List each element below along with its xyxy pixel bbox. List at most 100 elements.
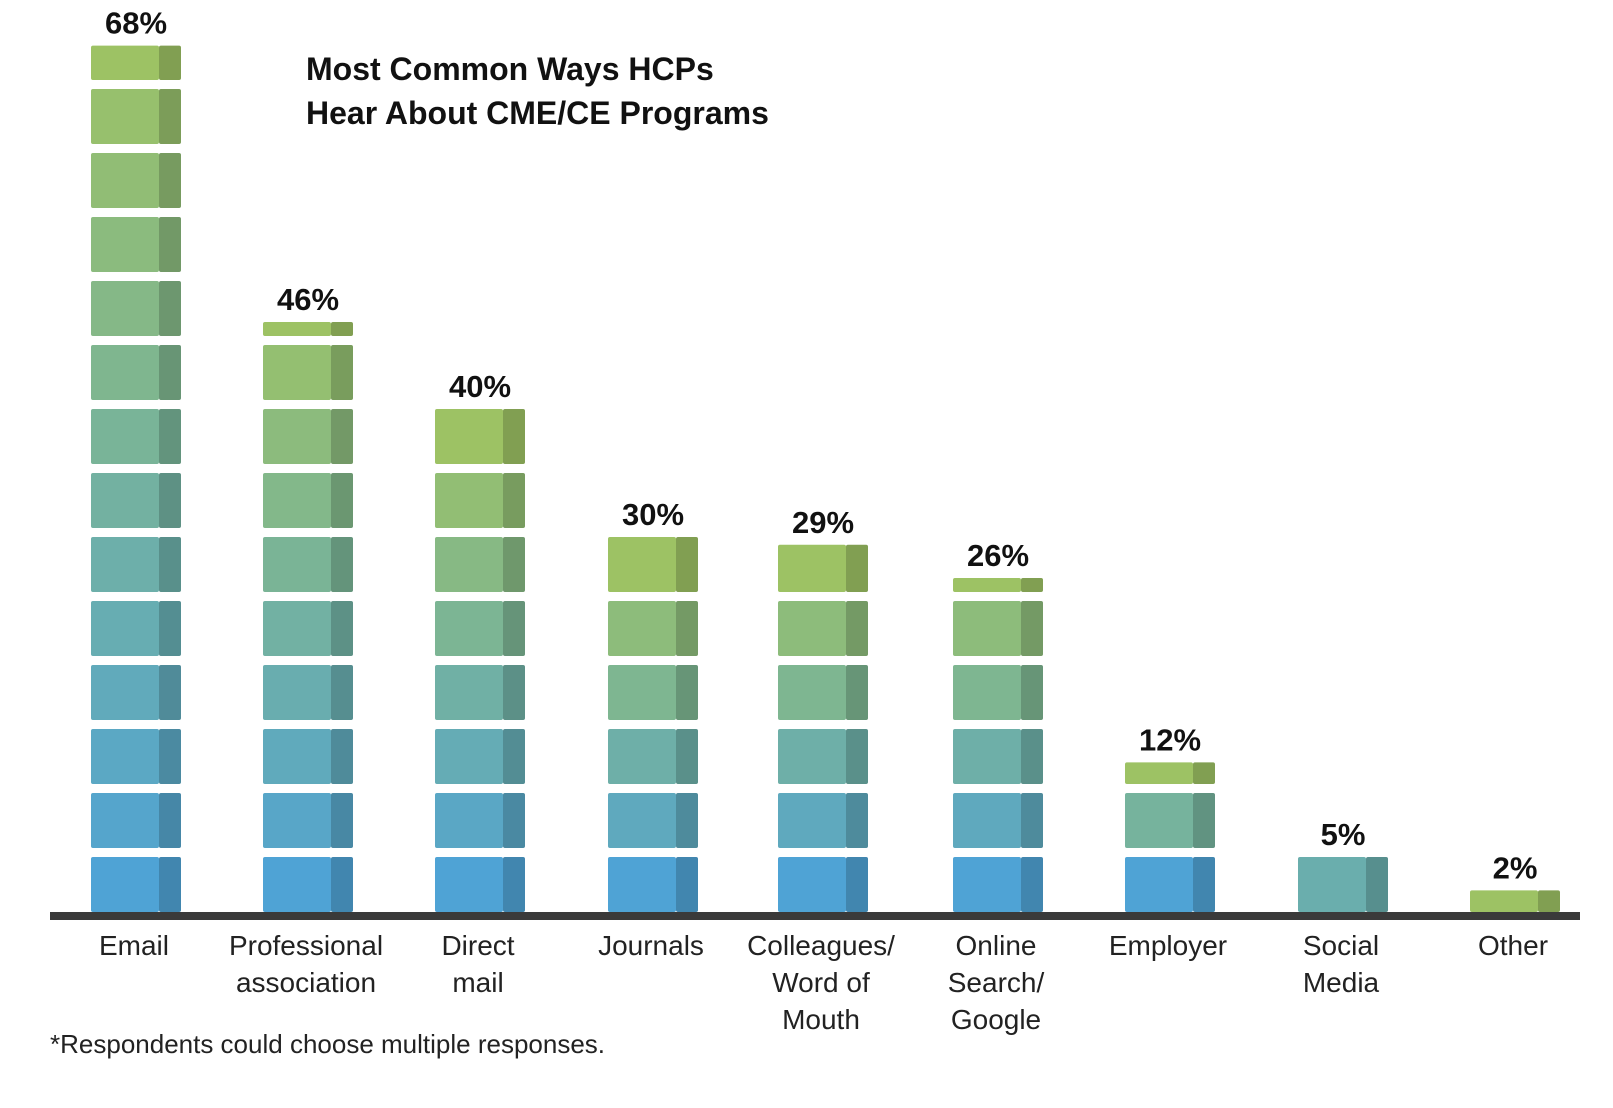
category-label: association xyxy=(236,967,376,998)
bar-segment-side xyxy=(331,345,353,400)
bar-segment-side xyxy=(846,544,868,592)
bar-segment-side xyxy=(331,601,353,656)
bar-segment-side xyxy=(676,793,698,848)
category-labels: Email Professional association Direct mail Jo… xyxy=(99,930,1548,1035)
bar-segment-side xyxy=(1021,857,1043,912)
category-label: Word of xyxy=(772,967,870,998)
bar-segment-side xyxy=(159,281,181,336)
bar-segment-side xyxy=(159,89,181,144)
bar-segment xyxy=(435,665,503,720)
bar-segment-side xyxy=(503,793,525,848)
bars xyxy=(91,45,1560,912)
bar-segment-side xyxy=(1193,762,1215,784)
bar-segment xyxy=(435,601,503,656)
bar-segment xyxy=(263,322,331,336)
bar-segment xyxy=(778,665,846,720)
category-label: Email xyxy=(99,930,169,961)
bar-segment-side xyxy=(331,409,353,464)
bar-segment-side xyxy=(676,537,698,592)
bar-segment xyxy=(953,578,1021,592)
category-label: Online xyxy=(956,930,1037,961)
bar-segment xyxy=(778,729,846,784)
bar-segment xyxy=(608,537,676,592)
bar-segment-side xyxy=(676,601,698,656)
bar-segment-side xyxy=(676,729,698,784)
value-label: 46% xyxy=(277,282,339,317)
bar-segment-side xyxy=(503,473,525,528)
value-label: 5% xyxy=(1321,817,1366,852)
bar-segment-side xyxy=(503,409,525,464)
bar-segment-side xyxy=(331,537,353,592)
bar-segment-side xyxy=(846,793,868,848)
bar-segment-side xyxy=(1021,601,1043,656)
bar-segment-side xyxy=(331,857,353,912)
category-label: Google xyxy=(951,1004,1041,1035)
bar-segment-side xyxy=(846,857,868,912)
value-label: 29% xyxy=(792,505,854,540)
bar-segment xyxy=(263,665,331,720)
bar-segment-side xyxy=(159,729,181,784)
bar-segment-side xyxy=(846,729,868,784)
bar-segment-side xyxy=(331,322,353,336)
bar-segment-side xyxy=(1366,857,1388,912)
bar-segment-side xyxy=(1021,578,1043,592)
bar-segment xyxy=(263,537,331,592)
bar-segment xyxy=(953,793,1021,848)
bar-segment xyxy=(608,665,676,720)
bar-segment xyxy=(953,665,1021,720)
bar-segment xyxy=(953,729,1021,784)
value-label: 12% xyxy=(1139,722,1201,757)
bar-segment-side xyxy=(159,537,181,592)
value-label: 2% xyxy=(1493,850,1538,885)
bar xyxy=(1298,857,1388,912)
bar-segment xyxy=(263,473,331,528)
bar-segment-side xyxy=(331,793,353,848)
category-label: Colleagues/ xyxy=(747,930,895,961)
value-label: 40% xyxy=(449,369,511,404)
bar-segment xyxy=(91,217,159,272)
bar xyxy=(1470,890,1560,912)
value-label: 26% xyxy=(967,538,1029,573)
bar-segment xyxy=(1125,857,1193,912)
bar xyxy=(608,537,698,912)
bar-segment xyxy=(263,729,331,784)
bar-segment xyxy=(608,857,676,912)
category-label: Social xyxy=(1303,930,1379,961)
bar-segment xyxy=(263,857,331,912)
category-label: Professional xyxy=(229,930,383,961)
value-labels: 68% 46% 40% 30% 29% 26% 12% 5% 2% xyxy=(105,6,1537,886)
bar-segment xyxy=(263,793,331,848)
bar xyxy=(953,578,1043,912)
chart-title: Most Common Ways HCPs Hear About CME/CE P… xyxy=(306,51,769,131)
bar-segment xyxy=(91,665,159,720)
bar-segment-side xyxy=(846,665,868,720)
x-axis-baseline xyxy=(50,912,1580,920)
bar xyxy=(263,322,353,912)
bar-segment xyxy=(435,409,503,464)
category-label: Media xyxy=(1303,967,1380,998)
bar-segment-side xyxy=(1193,857,1215,912)
bar-segment-side xyxy=(846,601,868,656)
bar-segment-side xyxy=(331,729,353,784)
bar-segment-side xyxy=(503,729,525,784)
category-label: mail xyxy=(452,967,503,998)
bar-segment xyxy=(778,601,846,656)
bar-segment xyxy=(91,281,159,336)
bar-segment-side xyxy=(676,665,698,720)
bar-segment xyxy=(778,793,846,848)
bar-segment-side xyxy=(503,857,525,912)
bar-segment xyxy=(91,857,159,912)
category-label: Other xyxy=(1478,930,1548,961)
chart-title-line: Hear About CME/CE Programs xyxy=(306,95,769,131)
bar-segment-side xyxy=(159,409,181,464)
bar-segment xyxy=(91,45,159,80)
footnote: *Respondents could choose multiple respo… xyxy=(50,1029,605,1059)
category-label: Employer xyxy=(1109,930,1227,961)
bar-segment xyxy=(435,793,503,848)
bar-segment-side xyxy=(159,45,181,80)
bar-segment xyxy=(91,537,159,592)
bar-segment-side xyxy=(1538,890,1560,912)
bar-segment-side xyxy=(159,793,181,848)
bar-segment xyxy=(91,793,159,848)
bar-segment xyxy=(91,153,159,208)
